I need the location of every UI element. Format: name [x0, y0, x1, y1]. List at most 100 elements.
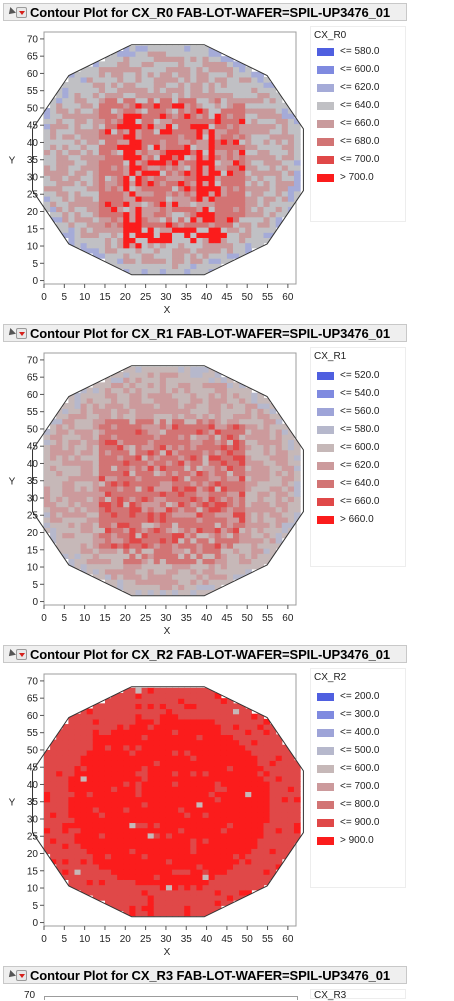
legend-item[interactable]: <= 580.0	[317, 424, 379, 436]
panel-header[interactable]: Contour Plot for CX_R3 FAB-LOT-WAFER=SPI…	[3, 966, 407, 984]
y-tick-label: 35	[27, 476, 39, 487]
y-tick-label: 15	[27, 224, 39, 235]
legend-swatch	[317, 818, 334, 827]
panel-title: Contour Plot for CX_R2 FAB-LOT-WAFER=SPI…	[30, 647, 391, 662]
y-tick-label: 40	[27, 780, 39, 791]
x-tick-label: 5	[62, 292, 68, 303]
legend-item[interactable]: <= 620.0	[317, 82, 379, 94]
x-tick-label: 5	[62, 934, 68, 945]
legend-item[interactable]: <= 660.0	[317, 118, 379, 130]
legend-item[interactable]: <= 640.0	[317, 478, 379, 490]
legend-item[interactable]: <= 680.0	[317, 136, 379, 148]
legend-item[interactable]: <= 640.0	[317, 100, 379, 112]
legend-item[interactable]: <= 520.0	[317, 370, 379, 382]
legend-label: <= 640.0	[340, 100, 380, 111]
legend-item[interactable]: > 900.0	[317, 835, 374, 847]
legend-box	[310, 347, 406, 567]
x-tick-label: 55	[262, 292, 274, 303]
x-tick-label: 60	[282, 292, 294, 303]
wafer-outline	[32, 686, 304, 918]
contour-plot-1: 0 5 10 15 20 25 30 35 40 45 50 55 60 0 5 10 15 20 25 30 35 40…	[9, 352, 304, 637]
legend-swatch	[317, 746, 334, 755]
legend-item[interactable]: <= 620.0	[317, 460, 379, 472]
y-tick-label: 10	[27, 242, 39, 253]
y-tick-label: 35	[27, 155, 39, 166]
y-axis-label: Y	[9, 477, 16, 488]
y-tick-label: 45	[27, 763, 39, 774]
red-triangle-menu-icon[interactable]	[16, 328, 27, 339]
legend-swatch	[317, 407, 334, 416]
legend-swatch	[317, 836, 334, 845]
y-tick-label: 30	[27, 814, 39, 825]
y-tick-label: 50	[27, 424, 39, 435]
y-tick-label: 5	[32, 580, 38, 591]
legend-item[interactable]: <= 400.0	[317, 727, 379, 739]
y-tick-label: 55	[27, 407, 39, 418]
legend-label: <= 620.0	[340, 82, 380, 93]
red-triangle-menu-icon[interactable]	[16, 649, 27, 660]
x-tick-label: 15	[99, 292, 111, 303]
x-tick-label: 35	[181, 292, 193, 303]
legend-swatch	[317, 389, 334, 398]
y-tick-label: 45	[27, 121, 39, 132]
y-tick-label: 15	[27, 545, 39, 556]
legend-swatch	[317, 782, 334, 791]
legend-label: <= 300.0	[340, 709, 380, 720]
disclosure-triangle-icon[interactable]	[6, 970, 16, 980]
x-tick-label: 40	[201, 934, 213, 945]
legend-label: <= 680.0	[340, 136, 380, 147]
legend-label: <= 600.0	[340, 763, 380, 774]
y-tick-label: 20	[27, 207, 39, 218]
red-triangle-menu-icon[interactable]	[16, 7, 27, 18]
legend-item[interactable]: <= 300.0	[317, 709, 379, 721]
contour-panel-1: Contour Plot for CX_R1 FAB-LOT-WAFER=SPI…	[0, 324, 454, 642]
y-tick-label: 60	[27, 711, 39, 722]
contour-fill	[44, 687, 301, 917]
y-axis-label: Y	[9, 798, 16, 809]
legend-label: <= 520.0	[340, 370, 380, 381]
legend-swatch	[317, 497, 334, 506]
legend-item[interactable]: <= 500.0	[317, 745, 379, 757]
panel-header[interactable]: Contour Plot for CX_R0 FAB-LOT-WAFER=SPI…	[3, 3, 407, 21]
legend-label: <= 580.0	[340, 46, 380, 57]
legend-item[interactable]: <= 700.0	[317, 154, 379, 166]
x-tick-label: 20	[120, 292, 132, 303]
legend-swatch	[317, 515, 334, 524]
legend-item[interactable]: <= 540.0	[317, 388, 379, 400]
legend-item[interactable]: <= 600.0	[317, 442, 379, 454]
legend-item[interactable]: > 660.0	[317, 514, 374, 526]
x-tick-label: 0	[41, 613, 47, 624]
legend-item[interactable]: <= 800.0	[317, 799, 379, 811]
legend-item[interactable]: <= 580.0	[317, 46, 379, 58]
legend-item[interactable]: <= 200.0	[317, 691, 379, 703]
panel-title: Contour Plot for CX_R1 FAB-LOT-WAFER=SPI…	[30, 326, 391, 341]
x-tick-label: 10	[79, 934, 91, 945]
legend-item[interactable]: <= 600.0	[317, 763, 379, 775]
legend-item[interactable]: <= 560.0	[317, 406, 379, 418]
legend-swatch	[317, 83, 334, 92]
legend-swatch	[317, 461, 334, 470]
legend-item[interactable]: <= 600.0	[317, 64, 379, 76]
legend-item[interactable]: > 700.0	[317, 172, 374, 184]
x-tick-label: 30	[160, 934, 172, 945]
y-tick-label: 40	[27, 459, 39, 470]
contour-plot-0: 0 5 10 15 20 25 30 35 40 45 50 55 60 0 5 10 15 20 25 30 35 40…	[9, 31, 304, 316]
legend-swatch	[317, 173, 334, 182]
legend-label: <= 660.0	[340, 496, 380, 507]
legend-label: <= 800.0	[340, 799, 380, 810]
panel-header[interactable]: Contour Plot for CX_R1 FAB-LOT-WAFER=SPI…	[3, 324, 407, 342]
legend-label: <= 600.0	[340, 64, 380, 75]
legend-swatch	[317, 728, 334, 737]
legend-label: <= 580.0	[340, 424, 380, 435]
legend-swatch	[317, 800, 334, 809]
legend-item[interactable]: <= 700.0	[317, 781, 379, 793]
legend-item[interactable]: <= 660.0	[317, 496, 379, 508]
x-tick-label: 15	[99, 934, 111, 945]
legend-label: <= 700.0	[340, 154, 380, 165]
y-tick-label: 5	[32, 901, 38, 912]
panel-header[interactable]: Contour Plot for CX_R2 FAB-LOT-WAFER=SPI…	[3, 645, 407, 663]
panel-title: Contour Plot for CX_R0 FAB-LOT-WAFER=SPI…	[30, 5, 391, 20]
legend-swatch	[317, 119, 334, 128]
red-triangle-menu-icon[interactable]	[16, 970, 27, 981]
legend-item[interactable]: <= 900.0	[317, 817, 379, 829]
